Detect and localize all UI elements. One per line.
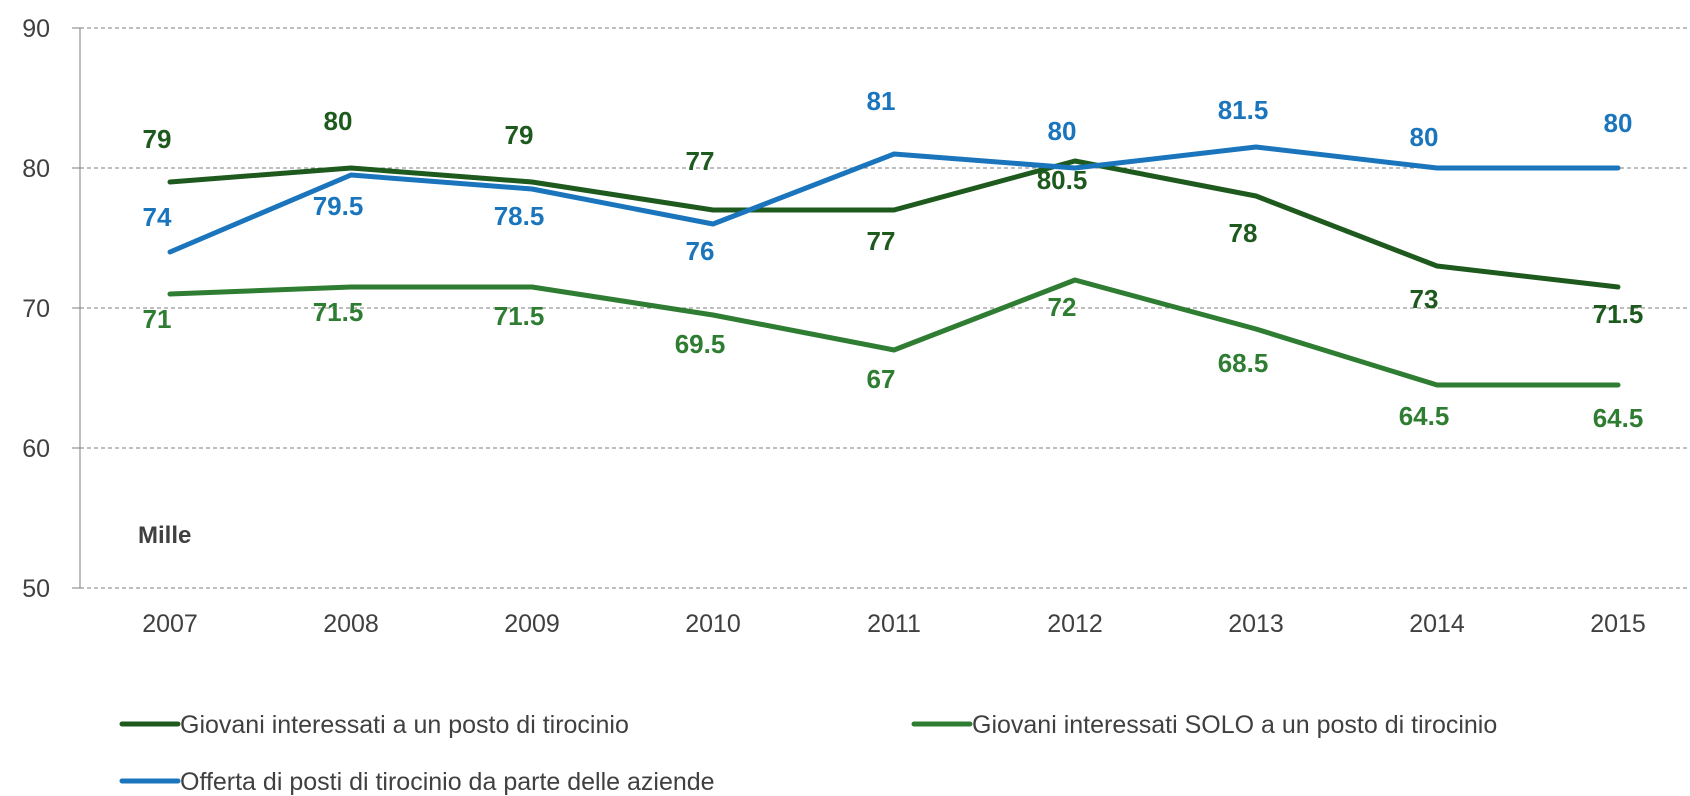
x-tick-label: 2010: [685, 610, 741, 638]
legend: Giovani interessati a un posto di tiroci…: [119, 711, 1497, 796]
data-label: 79: [505, 120, 534, 150]
data-label: 80: [1604, 108, 1633, 138]
data-label: 64.5: [1399, 401, 1450, 431]
series-line: [167, 277, 1621, 388]
data-label: 77: [867, 226, 896, 256]
data-label: 72: [1048, 292, 1077, 322]
data-labels: 79 80 79 77 77 80.5 78 73 71.5 71 71.5 71.5 69.5 67 72…: [143, 86, 1644, 433]
data-label: 68.5: [1218, 348, 1269, 378]
unit-label: Mille: [138, 522, 191, 549]
y-tick-label: 80: [22, 155, 50, 183]
x-tick-label: 2012: [1047, 610, 1103, 638]
data-label: 81: [867, 86, 896, 116]
data-label: 81.5: [1218, 95, 1269, 125]
data-label: 73: [1410, 284, 1439, 314]
legend-entry: Giovani interessati SOLO a un posto di t…: [972, 711, 1497, 739]
data-label: 76: [686, 236, 715, 266]
x-tick-label: 2011: [867, 610, 921, 638]
x-tick-label: 2007: [142, 610, 198, 638]
y-axis: 50 60 70 80 90: [22, 15, 81, 603]
data-label: 80.5: [1037, 165, 1088, 195]
data-label: 69.5: [675, 329, 726, 359]
x-tick-label: 2009: [504, 610, 560, 638]
y-tick-label: 90: [22, 15, 50, 43]
data-label: 67: [867, 364, 896, 394]
data-label: 79.5: [313, 191, 364, 221]
data-label: 80: [1048, 116, 1077, 146]
y-tick-label: 60: [22, 435, 50, 463]
x-tick-label: 2015: [1590, 610, 1646, 638]
legend-entry: Offerta di posti di tirocinio da parte d…: [180, 768, 715, 796]
data-label: 71.5: [494, 301, 545, 331]
data-label: 64.5: [1593, 403, 1644, 433]
data-label: 74: [143, 202, 172, 232]
series-line: [167, 158, 1621, 290]
y-tick-label: 70: [22, 295, 50, 323]
series-line: [167, 144, 1621, 255]
x-axis: 2007 2008 2009 2010 2011 2012 2013 2014 2015: [142, 610, 1646, 638]
data-label: 71.5: [313, 297, 364, 327]
data-label: 79: [143, 124, 172, 154]
data-label: 78.5: [494, 201, 545, 231]
x-tick-label: 2014: [1409, 610, 1465, 638]
legend-entry: Giovani interessati a un posto di tiroci…: [180, 711, 629, 739]
series-lines: [167, 144, 1621, 388]
y-tick-label: 50: [22, 575, 50, 603]
data-label: 71: [143, 304, 172, 334]
data-label: 80: [324, 106, 353, 136]
data-label: 71.5: [1593, 299, 1644, 329]
x-tick-label: 2013: [1228, 610, 1284, 638]
x-tick-label: 2008: [323, 610, 379, 638]
data-label: 77: [686, 146, 715, 176]
data-label: 80: [1410, 122, 1439, 152]
data-label: 78: [1229, 218, 1258, 248]
